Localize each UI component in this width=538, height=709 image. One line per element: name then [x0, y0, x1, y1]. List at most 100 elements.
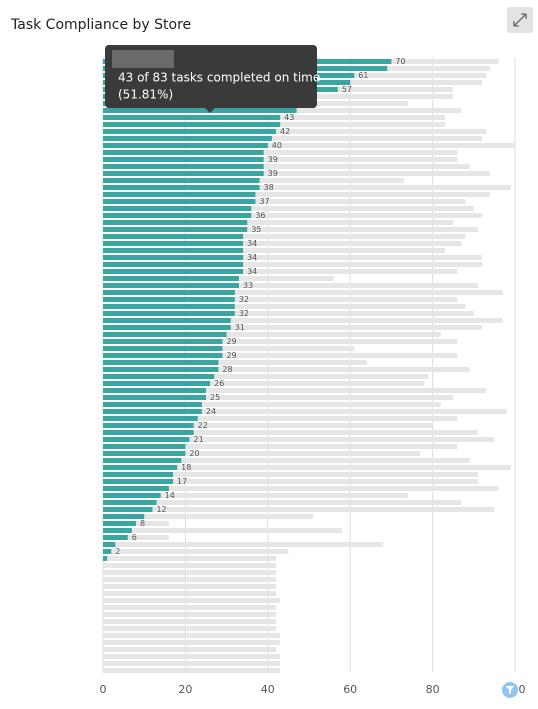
- bar: [103, 262, 244, 267]
- bar: [103, 444, 458, 449]
- bar: [103, 577, 277, 582]
- bar: [103, 318, 231, 323]
- bar: [103, 262, 483, 267]
- bar: [103, 409, 202, 414]
- bar: [103, 500, 157, 505]
- filter-icon[interactable]: [502, 682, 518, 698]
- bar: [103, 150, 458, 155]
- value-label: 29: [226, 351, 236, 360]
- bar: [103, 325, 231, 330]
- tooltip-pointer: [205, 108, 215, 113]
- expand-button[interactable]: [507, 7, 533, 33]
- bar: [103, 185, 511, 190]
- bar: [103, 332, 227, 337]
- bar: [103, 402, 202, 407]
- bar: [103, 255, 483, 260]
- bar: [103, 143, 515, 148]
- bar: [103, 206, 474, 211]
- bar: [103, 311, 474, 316]
- value-label: 38: [264, 183, 274, 192]
- bar: [103, 164, 470, 169]
- bar: [103, 332, 441, 337]
- bar: [103, 416, 198, 421]
- bar: [103, 465, 511, 470]
- bar: [103, 304, 235, 309]
- bar: [103, 549, 112, 554]
- bar: [103, 507, 153, 512]
- bar: [103, 290, 235, 295]
- bar: [103, 374, 429, 379]
- bar: [103, 458, 182, 463]
- bar: [103, 521, 136, 526]
- bar: [103, 416, 458, 421]
- bar: [103, 157, 264, 162]
- value-label: 34: [247, 267, 257, 276]
- bar: [103, 185, 260, 190]
- bar: [103, 423, 194, 428]
- bar: [103, 647, 277, 652]
- bar: [103, 514, 314, 519]
- bar: [103, 472, 174, 477]
- bar: [103, 423, 433, 428]
- bar: [103, 493, 408, 498]
- bar: [103, 143, 268, 148]
- bar: [103, 605, 277, 610]
- bar: [103, 640, 281, 645]
- bar: [103, 115, 281, 120]
- tooltip-text: 43 of 83 tasks completed on time: [118, 71, 320, 85]
- bar: [103, 346, 223, 351]
- bar: [103, 381, 211, 386]
- bar: [103, 514, 145, 519]
- value-label: 32: [239, 295, 249, 304]
- value-label: 14: [165, 491, 175, 500]
- value-label: 25: [210, 393, 220, 402]
- bar: [103, 444, 186, 449]
- value-label: 42: [280, 127, 290, 136]
- bar: [103, 493, 161, 498]
- bar: [103, 619, 277, 624]
- bar: [103, 311, 235, 316]
- bar: [103, 360, 219, 365]
- value-label: 24: [206, 407, 216, 416]
- value-label: 40: [272, 141, 282, 150]
- value-label: 70: [395, 57, 405, 66]
- value-label: 12: [156, 505, 166, 514]
- bar: [103, 556, 277, 561]
- value-label: 43: [284, 113, 294, 122]
- x-tick-label: 0: [100, 683, 107, 696]
- bar: [103, 437, 190, 442]
- bar: [103, 430, 194, 435]
- bar: [103, 157, 458, 162]
- bar: [103, 283, 239, 288]
- bar: [103, 458, 470, 463]
- value-label: 37: [259, 197, 269, 206]
- bar: [103, 479, 174, 484]
- bar: [103, 437, 495, 442]
- x-tick-label: 80: [426, 683, 440, 696]
- value-label: 34: [247, 239, 257, 248]
- bar: [103, 346, 355, 351]
- bar: [103, 129, 487, 134]
- bar: [103, 318, 503, 323]
- value-label: 35: [251, 225, 261, 234]
- bar: [103, 276, 239, 281]
- bar: [103, 227, 478, 232]
- bar: [103, 367, 470, 372]
- bar: [103, 563, 277, 568]
- value-label: 17: [177, 477, 187, 486]
- value-label: 22: [198, 421, 208, 430]
- bar: [103, 549, 289, 554]
- bar: [103, 465, 178, 470]
- bar: [103, 199, 256, 204]
- bar: [103, 409, 507, 414]
- bar: [103, 360, 367, 365]
- bar: [103, 395, 454, 400]
- bar: [103, 290, 503, 295]
- bar: [103, 220, 454, 225]
- value-label: 2: [115, 547, 120, 556]
- value-label: 34: [247, 253, 257, 262]
- bar: [103, 612, 277, 617]
- bar: [103, 227, 248, 232]
- bar: [103, 136, 483, 141]
